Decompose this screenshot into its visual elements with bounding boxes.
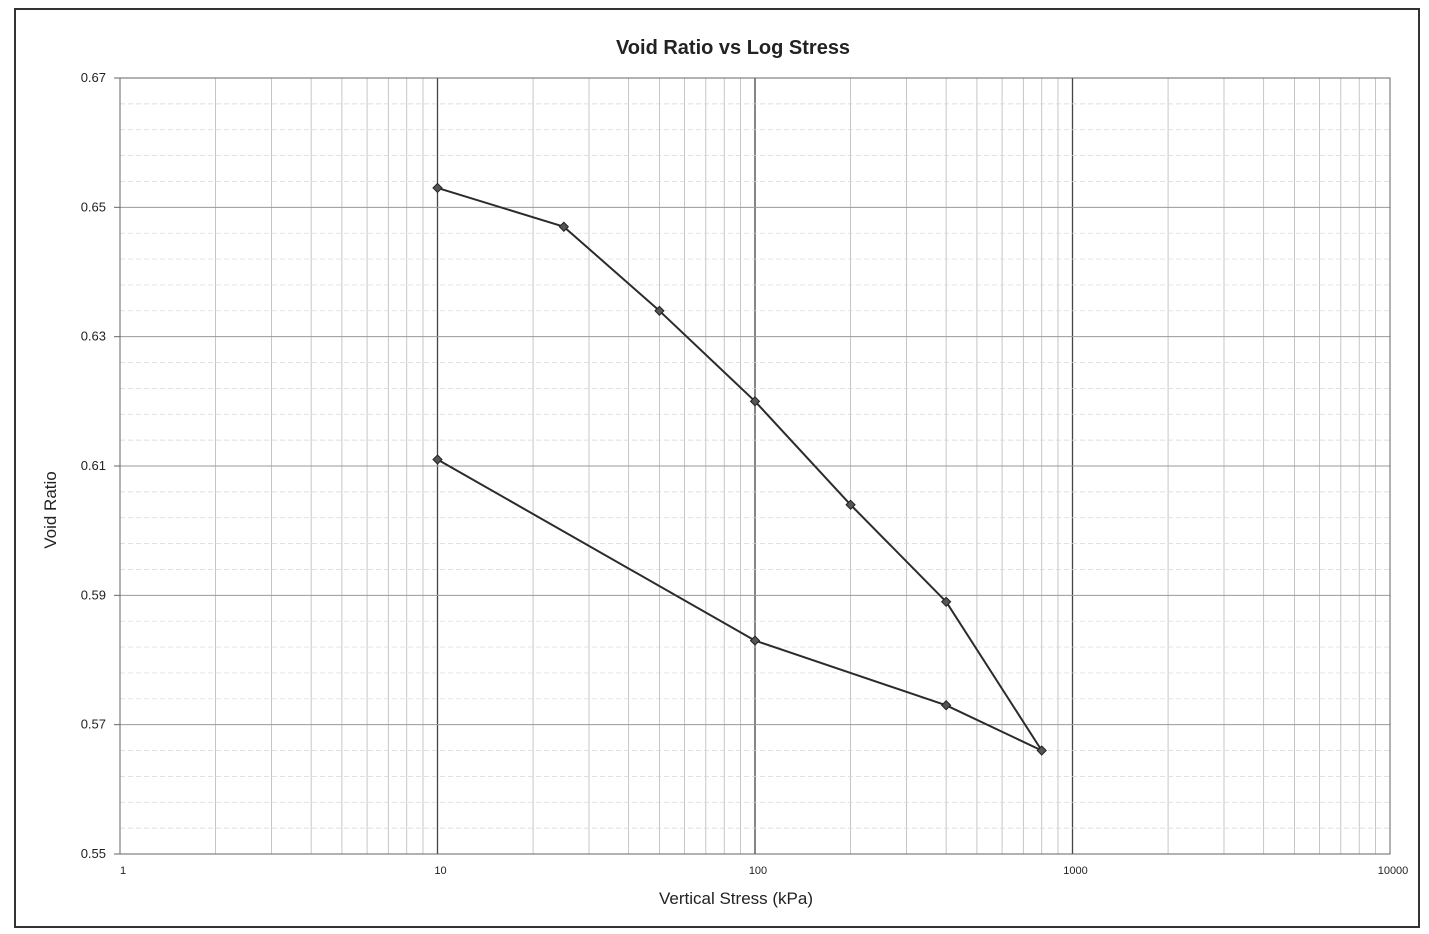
- x-tick-label: 100: [749, 865, 767, 877]
- x-tick-label: 1000: [1063, 865, 1087, 877]
- data-point-marker: [749, 396, 761, 407]
- data-point-marker: [749, 635, 761, 646]
- y-tick-label: 0.55: [81, 846, 106, 861]
- y-tick-label: 0.59: [81, 587, 106, 602]
- axis-layer: 0.67 0.65 0.63 0.61 0.59 0.57 0.55 1 10 100 1000 10…: [81, 70, 1409, 877]
- x-tick-label: 1: [120, 865, 126, 877]
- y-tick-label: 0.67: [81, 70, 106, 85]
- data-point-marker: [1036, 745, 1047, 756]
- data-point-marker: [940, 700, 952, 711]
- data-point-marker: [558, 221, 570, 232]
- void-ratio-chart: 0.67 0.65 0.63 0.61 0.59 0.57 0.55 1 10 100 1000 10…: [41, 37, 1409, 908]
- data-point-marker: [654, 305, 665, 317]
- x-axis-title: Vertical Stress (kPa): [659, 889, 813, 908]
- y-tick-label: 0.63: [81, 329, 106, 344]
- data-point-marker: [432, 454, 443, 465]
- data-point-marker: [940, 596, 952, 608]
- y-axis-title: Void Ratio: [41, 471, 60, 549]
- series-layer: [432, 182, 1047, 756]
- y-tick-label: 0.65: [81, 199, 106, 214]
- chart-frame: 0.67 0.65 0.63 0.61 0.59 0.57 0.55 1 10 100 1000 10…: [14, 8, 1420, 928]
- data-point-marker: [845, 499, 856, 511]
- y-tick-label: 0.57: [81, 717, 106, 732]
- x-tick-label: 10: [434, 865, 446, 877]
- x-tick-label: 10000: [1378, 865, 1409, 877]
- data-point-marker: [432, 182, 443, 194]
- grid-layer: [119, 77, 1390, 855]
- series-line: [437, 186, 1043, 752]
- y-tick-label: 0.61: [81, 458, 106, 473]
- chart-title: Void Ratio vs Log Stress: [616, 37, 850, 59]
